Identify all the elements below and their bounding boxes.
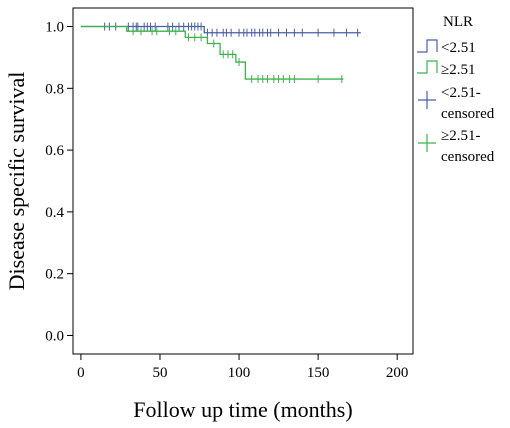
x-axis: 0 50 100 150 200 (77, 354, 408, 381)
x-axis-title: Follow up time (months) (133, 397, 352, 422)
y-tick-label: 1.0 (45, 20, 64, 36)
x-tick-label: 150 (307, 365, 330, 381)
legend-step-symbol (417, 39, 438, 53)
y-tick-label: 0.2 (45, 267, 64, 283)
plot-frame (72, 7, 414, 355)
legend-label: ≥2.51- (441, 128, 480, 144)
legend-title: NLR (443, 14, 473, 30)
y-tick-label: 0.8 (45, 81, 64, 97)
survival-curve-low-nlr (80, 25, 361, 34)
x-tick-label: 100 (228, 365, 251, 381)
legend-step-symbol (417, 60, 438, 74)
y-axis: 0.0 0.2 0.4 0.6 0.8 1.0 (45, 20, 73, 344)
legend-label: censored (441, 149, 495, 165)
y-tick-label: 0.0 (45, 328, 64, 344)
y-axis-title: Disease specific survival (4, 72, 29, 291)
legend-label: <2.51- (441, 85, 481, 101)
legend-label: <2.51 (441, 40, 476, 56)
y-tick-label: 0.4 (45, 205, 64, 221)
series-layer (80, 22, 361, 84)
x-tick-label: 200 (386, 365, 409, 381)
y-tick-label: 0.6 (45, 143, 64, 159)
x-tick-label: 0 (77, 365, 85, 381)
legend-label: censored (441, 106, 495, 122)
legend-label: ≥2.51 (441, 62, 475, 78)
x-tick-label: 50 (152, 365, 167, 381)
legend: NLR <2.51 ≥2.51 <2.51- censored ≥2.51- censor… (417, 14, 495, 165)
